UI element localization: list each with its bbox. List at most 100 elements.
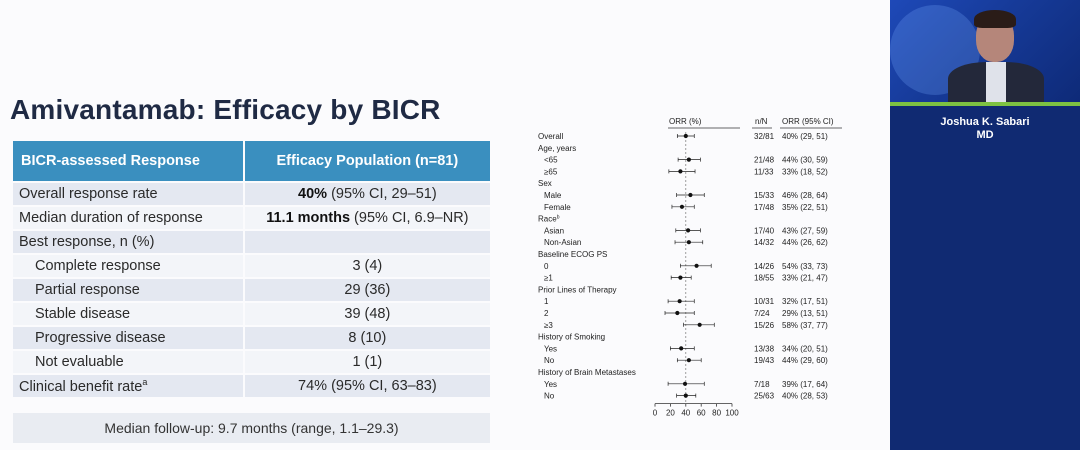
row-value: 39 (48) <box>242 303 490 325</box>
table-row: Clinical benefit ratea 74% (95% CI, 63–83… <box>13 375 490 397</box>
plot-title: ORR (%) <box>669 117 702 126</box>
row-label: Not evaluable <box>13 351 243 373</box>
row-label: No <box>544 392 555 401</box>
row-label: ≥1 <box>544 274 553 283</box>
row-orr: 44% (26, 62) <box>782 238 828 247</box>
row-label: 1 <box>544 297 549 306</box>
point-estimate <box>678 169 683 174</box>
point-estimate <box>677 299 682 304</box>
row-orr: 58% (37, 77) <box>782 321 828 330</box>
name-divider <box>890 102 1080 106</box>
row-nN: 15/33 <box>754 191 775 200</box>
row-nN: 17/48 <box>754 203 775 212</box>
point-estimate <box>683 133 688 139</box>
row-label: ≥3 <box>544 321 553 330</box>
row-label-sup: b <box>557 215 560 221</box>
row-value: 29 (36) <box>242 279 490 301</box>
row-label: Partial response <box>13 279 243 301</box>
followup-note: Median follow-up: 9.7 months (range, 1.1… <box>13 413 490 443</box>
row-label: Stable disease <box>13 303 243 325</box>
point-estimate <box>679 346 684 351</box>
row-label: Age, years <box>538 144 576 153</box>
row-value: 3 (4) <box>242 255 490 277</box>
row-label: 0 <box>544 262 549 271</box>
point-estimate <box>678 275 683 280</box>
speaker-video-panel: Joshua K. Sabari MD <box>890 0 1080 450</box>
row-label: Asian <box>544 226 564 235</box>
row-label: ≥65 <box>544 167 558 176</box>
table-header-response: BICR-assessed Response <box>13 141 243 181</box>
point-estimate <box>686 157 691 162</box>
table-row: Complete response 3 (4) <box>13 255 490 277</box>
slide-title: Amivantamab: Efficacy by BICR <box>10 94 441 125</box>
row-label: Raceb <box>538 215 560 224</box>
row-nN: 10/31 <box>754 297 775 306</box>
row-label: History of Brain Metastases <box>538 368 636 377</box>
speaker-title: MD <box>976 129 994 141</box>
table-row: Median duration of response 11.1 months (… <box>13 207 490 229</box>
row-orr: 44% (30, 59) <box>782 156 828 165</box>
row-orr: 33% (21, 47) <box>782 274 828 283</box>
table-row: Overall response rate 40% (95% CI, 29–51) <box>13 183 490 205</box>
row-nN: 25/63 <box>754 392 775 401</box>
point-estimate <box>679 204 685 209</box>
row-nN: 11/33 <box>754 167 774 176</box>
row-orr: 39% (17, 64) <box>782 380 828 389</box>
row-label: Best response, n (%) <box>13 231 243 253</box>
row-nN: 15/26 <box>754 321 775 330</box>
point-estimate <box>686 240 691 245</box>
row-label: <65 <box>544 156 558 165</box>
slide: Amivantamab: Efficacy by BICR BICR-asses… <box>10 94 842 443</box>
x-tick-label: 60 <box>697 409 706 418</box>
response-table: BICR-assessed Response Efficacy Populati… <box>13 139 490 399</box>
col-header-orr: ORR (95% CI) <box>782 117 834 126</box>
row-value <box>242 231 490 253</box>
x-tick-label: 100 <box>725 409 739 418</box>
row-nN: 17/40 <box>754 226 775 235</box>
row-label: Overall response rate <box>13 183 243 205</box>
row-orr: 34% (20, 51) <box>782 344 828 353</box>
x-tick-label: 0 <box>653 409 658 418</box>
row-label: Clinical benefit ratea <box>13 375 243 397</box>
row-nN: 21/48 <box>754 156 775 165</box>
speaker-name: Joshua K. Sabari <box>940 116 1030 128</box>
row-label: Yes <box>544 344 557 353</box>
table-row: Progressive disease 8 (10) <box>13 327 490 349</box>
row-nN: 14/32 <box>754 238 775 247</box>
point-estimate <box>682 381 688 386</box>
x-tick-label: 80 <box>712 409 721 418</box>
point-estimate <box>688 192 693 198</box>
row-nN: 14/26 <box>754 262 775 271</box>
row-label: No <box>544 356 555 365</box>
row-orr: 46% (28, 64) <box>782 191 828 200</box>
row-label: Prior Lines of Therapy <box>538 285 617 294</box>
row-value: 11.1 months (95% CI, 6.9–NR) <box>242 207 490 229</box>
point-estimate <box>686 228 691 233</box>
speaker-name-label: Joshua K. Sabari MD <box>890 116 1080 142</box>
row-value: 40% (95% CI, 29–51) <box>242 183 490 205</box>
row-orr: 40% (28, 53) <box>782 392 828 401</box>
table-row: Stable disease 39 (48) <box>13 303 490 325</box>
row-label: Non-Asian <box>544 238 581 247</box>
row-orr: 33% (18, 52) <box>782 167 828 176</box>
row-orr: 40% (29, 51) <box>782 132 828 141</box>
forest-plot: ORR (%) n/N ORR (95% CI) 0 20 40 60 80 100 Overal… <box>538 117 842 418</box>
row-nN: 7/24 <box>754 309 770 318</box>
point-estimate <box>694 263 699 268</box>
row-nN: 13/38 <box>754 344 775 353</box>
row-value: 74% (95% CI, 63–83) <box>242 375 490 397</box>
row-label: Overall <box>538 132 564 141</box>
row-label: Complete response <box>13 255 243 277</box>
x-tick-label: 40 <box>681 409 690 418</box>
row-value: 1 (1) <box>242 351 490 373</box>
row-label: Female <box>544 203 571 212</box>
row-orr: 43% (27, 59) <box>782 226 828 235</box>
row-orr: 29% (13, 51) <box>782 309 828 318</box>
table-row: Best response, n (%) <box>13 231 490 253</box>
row-nN: 18/55 <box>754 274 775 283</box>
col-header-nN: n/N <box>755 117 768 126</box>
row-nN: 32/81 <box>754 132 775 141</box>
row-label: History of Smoking <box>538 333 605 342</box>
x-tick-label: 20 <box>666 409 675 418</box>
point-estimate <box>697 322 702 327</box>
